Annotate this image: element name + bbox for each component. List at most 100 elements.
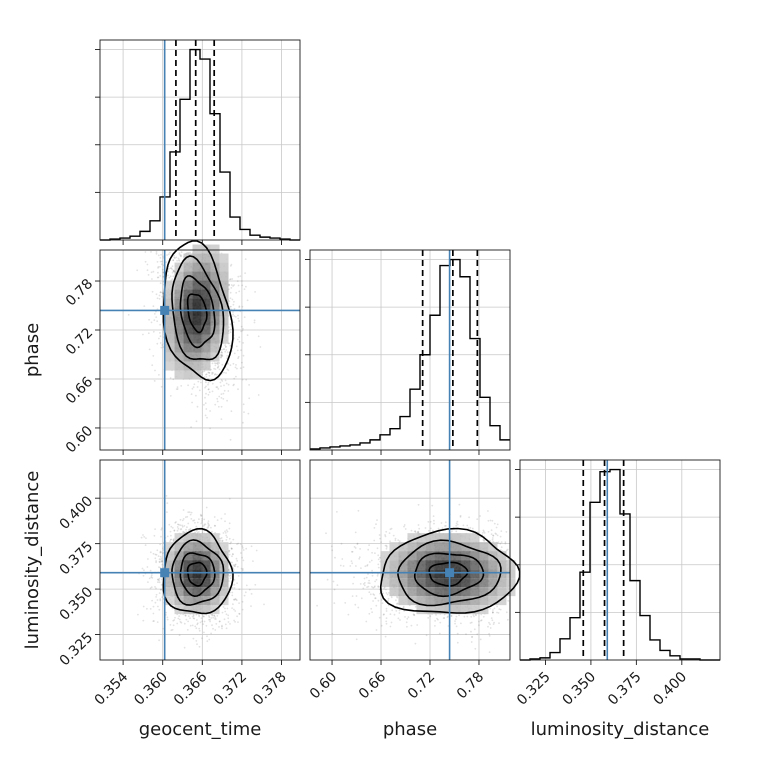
sample-point bbox=[227, 614, 230, 617]
sample-point bbox=[237, 317, 240, 320]
sample-point bbox=[165, 495, 168, 497]
sample-point bbox=[172, 378, 175, 381]
sample-point bbox=[230, 410, 233, 413]
sample-point bbox=[232, 362, 235, 365]
sample-point bbox=[228, 570, 231, 573]
sample-point bbox=[229, 344, 232, 347]
sample-point bbox=[204, 414, 207, 417]
sample-point bbox=[193, 383, 196, 386]
sample-point bbox=[189, 251, 192, 254]
sample-point bbox=[162, 280, 165, 283]
sample-point bbox=[231, 594, 234, 597]
sample-point bbox=[152, 330, 155, 333]
sample-point bbox=[161, 596, 164, 598]
sample-point bbox=[159, 323, 162, 326]
sample-point bbox=[160, 557, 163, 560]
sample-point bbox=[231, 587, 234, 589]
sample-point bbox=[438, 531, 441, 534]
sample-point bbox=[226, 536, 229, 539]
sample-point bbox=[385, 588, 387, 591]
sample-point bbox=[233, 565, 236, 567]
sample-point bbox=[187, 615, 190, 617]
sample-point bbox=[236, 367, 238, 370]
sample-point bbox=[494, 532, 497, 535]
sample-point bbox=[220, 355, 223, 357]
sample-point bbox=[214, 618, 216, 620]
sample-point bbox=[188, 529, 191, 531]
sample-point bbox=[159, 291, 162, 294]
sample-point bbox=[205, 373, 207, 376]
sample-point bbox=[205, 376, 208, 378]
sample-point bbox=[156, 297, 159, 300]
sample-point bbox=[160, 551, 162, 554]
sample-point bbox=[211, 362, 214, 365]
sample-point bbox=[229, 574, 232, 577]
sample-point bbox=[153, 534, 156, 537]
sample-point bbox=[427, 521, 430, 523]
sample-point bbox=[377, 586, 380, 588]
sample-point bbox=[375, 629, 378, 631]
sample-point bbox=[469, 526, 472, 529]
sample-point bbox=[259, 346, 262, 348]
sample-point bbox=[162, 292, 164, 295]
sample-point bbox=[160, 527, 163, 530]
sample-point bbox=[192, 615, 195, 617]
sample-point bbox=[225, 529, 228, 531]
sample-point bbox=[152, 620, 155, 622]
sample-point bbox=[236, 565, 239, 568]
sample-point bbox=[224, 530, 226, 533]
sample-point bbox=[191, 624, 194, 627]
sample-point bbox=[342, 565, 345, 567]
sample-point bbox=[158, 579, 160, 582]
sample-point bbox=[370, 559, 373, 562]
sample-point bbox=[216, 615, 219, 617]
sample-point bbox=[217, 366, 220, 369]
sample-point bbox=[162, 547, 164, 550]
sample-point bbox=[187, 251, 190, 254]
sample-point bbox=[159, 551, 162, 554]
sample-point bbox=[159, 260, 162, 263]
sample-point bbox=[234, 621, 237, 623]
sample-point bbox=[220, 353, 222, 356]
sample-point bbox=[434, 620, 436, 622]
sample-point bbox=[176, 526, 179, 528]
sample-point bbox=[365, 576, 368, 579]
sample-point bbox=[160, 560, 163, 562]
sample-point bbox=[492, 540, 495, 543]
sample-point bbox=[216, 367, 219, 369]
sample-point bbox=[166, 535, 169, 538]
sample-point bbox=[229, 438, 232, 441]
sample-point bbox=[200, 522, 203, 525]
sample-point bbox=[496, 605, 498, 608]
panel-geocent_time-marginal-background bbox=[100, 40, 300, 240]
sample-point bbox=[192, 613, 195, 616]
sample-point bbox=[224, 607, 226, 610]
sample-point bbox=[200, 521, 203, 523]
sample-point bbox=[146, 566, 149, 568]
sample-point bbox=[389, 528, 392, 531]
sample-point bbox=[159, 555, 162, 558]
sample-point bbox=[171, 607, 174, 610]
sample-point bbox=[384, 635, 387, 638]
sample-point bbox=[228, 549, 231, 552]
sample-point bbox=[179, 518, 182, 521]
sample-point bbox=[212, 627, 214, 630]
sample-point bbox=[253, 321, 256, 324]
sample-point bbox=[220, 351, 223, 353]
sample-point bbox=[221, 611, 224, 614]
sample-point bbox=[157, 254, 160, 257]
sample-point bbox=[238, 612, 241, 615]
sample-point bbox=[207, 520, 210, 522]
sample-point bbox=[357, 606, 360, 609]
sample-point bbox=[155, 252, 158, 255]
sample-point bbox=[192, 617, 195, 620]
sample-point bbox=[471, 636, 473, 638]
sample-point bbox=[150, 586, 153, 588]
sample-point bbox=[223, 348, 225, 351]
sample-point bbox=[228, 553, 231, 556]
sample-point bbox=[376, 547, 379, 550]
sample-point bbox=[238, 588, 241, 591]
sample-point bbox=[489, 627, 492, 629]
sample-point bbox=[209, 427, 212, 430]
sample-point bbox=[230, 547, 233, 549]
